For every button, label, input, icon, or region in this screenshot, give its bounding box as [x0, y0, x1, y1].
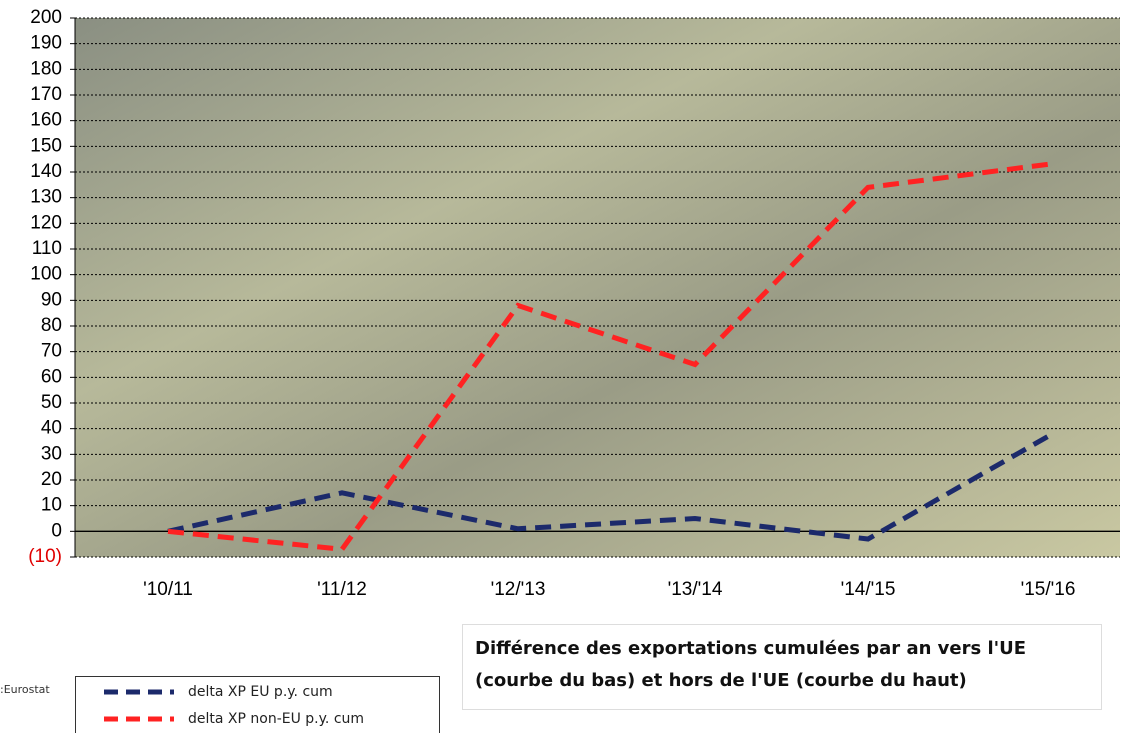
legend-items: delta XP EU p.y. cum delta XP non-EU p.y.…	[104, 684, 364, 727]
x-tick-label: '14/'15	[841, 579, 896, 600]
legend-label: delta XP EU p.y. cum	[188, 684, 333, 700]
y-tick-label: 150	[30, 135, 62, 156]
y-tick-label: 60	[41, 366, 62, 387]
chart-title: Différence des exportations cumulées par…	[475, 638, 1027, 691]
y-tick-label: 10	[41, 495, 62, 516]
series-line	[167, 161, 1049, 552]
x-tick-label: '10/11	[143, 579, 193, 600]
x-tick-label: '11/12	[317, 579, 367, 600]
legend-label: delta XP non-EU p.y. cum	[188, 711, 364, 727]
x-tick-label: '13/'14	[668, 579, 723, 600]
y-tick-label: 30	[41, 443, 62, 464]
y-tick-label: 50	[41, 392, 62, 413]
y-tick-label: 190	[30, 33, 62, 54]
y-tick-label: 80	[41, 315, 62, 336]
y-tick-label: 40	[41, 418, 62, 439]
y-tick-label: 160	[30, 110, 62, 131]
y-tick-label: 170	[30, 84, 62, 105]
y-tick-label: 140	[30, 161, 62, 182]
y-tick-label: 100	[30, 264, 62, 285]
y-tick-label: 70	[41, 341, 62, 362]
y-tick-label: 90	[41, 289, 62, 310]
plot-background	[75, 18, 1120, 557]
y-tick-label: 110	[32, 238, 62, 259]
y-tick-label: 130	[30, 187, 62, 208]
title-box: Différence des exportations cumulées par…	[462, 624, 1102, 710]
y-tick-label: (10)	[28, 546, 62, 567]
y-tick-label: 0	[51, 520, 62, 541]
y-tick-label: 180	[30, 58, 62, 79]
x-tick-label: '12/'13	[491, 579, 546, 600]
y-tick-label: 20	[41, 469, 62, 490]
legend: delta XP EU p.y. cum delta XP non-EU p.y.…	[75, 676, 440, 733]
x-tick-label: '15/'16	[1021, 579, 1076, 600]
source: :Eurostat	[0, 683, 50, 696]
y-tick-label: 200	[30, 7, 62, 28]
y-tick-label: 120	[30, 212, 62, 233]
